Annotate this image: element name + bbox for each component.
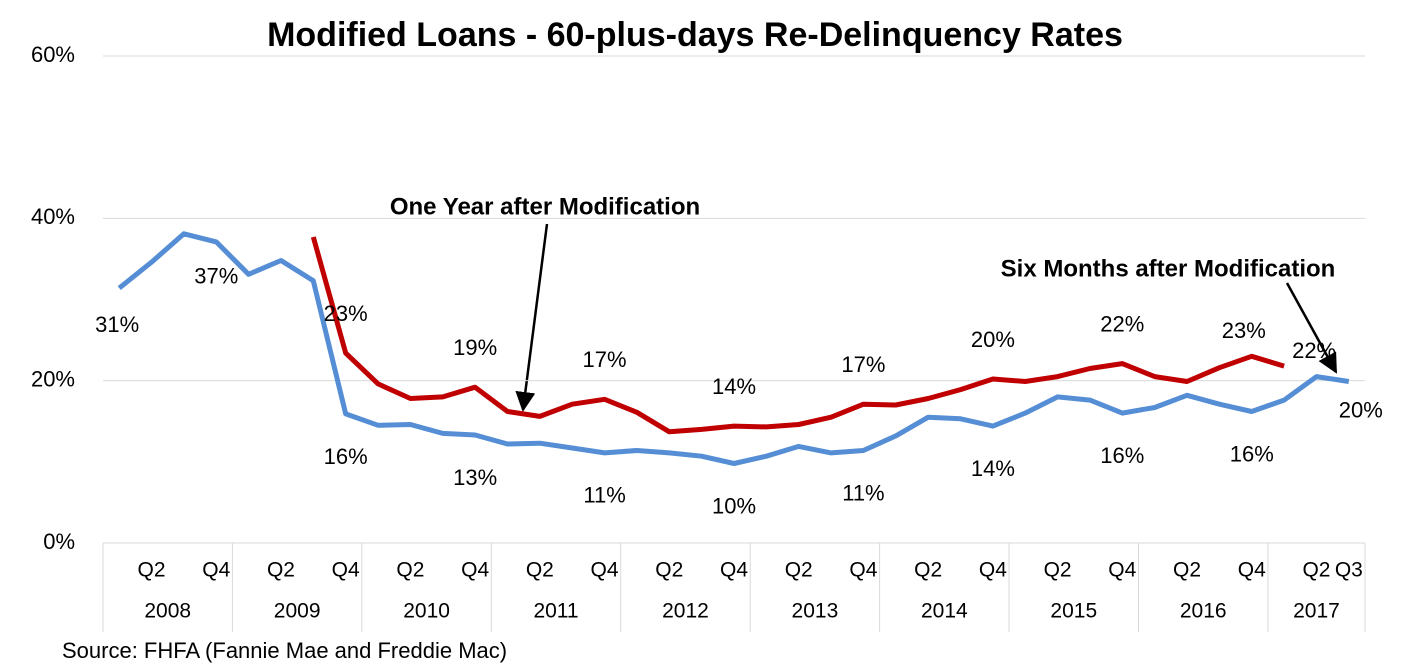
data-label: 19% [453, 335, 497, 360]
data-label: 17% [841, 352, 885, 377]
annotation-arrow [1285, 282, 1338, 374]
x-group-label: 2014 [921, 600, 968, 623]
x-tick-label: Q4 [591, 559, 619, 582]
y-tick-label: 60% [31, 42, 75, 67]
annotation: Six Months after Modification [1001, 255, 1336, 282]
x-group-label: 2010 [403, 600, 450, 623]
data-label: 16% [1230, 441, 1274, 466]
series-line [310, 236, 1285, 435]
x-tick-label: Q4 [461, 559, 489, 582]
data-label: 22% [1292, 338, 1336, 363]
data-label: 16% [1100, 443, 1144, 468]
x-group-label: 2011 [533, 600, 578, 623]
data-label: 17% [583, 347, 627, 372]
x-group-label: 2012 [662, 600, 709, 623]
x-tick-label: Q2 [914, 559, 942, 582]
y-tick-label: 0% [43, 529, 75, 554]
chart-title: Modified Loans - 60-plus-days Re-Delinqu… [267, 16, 1123, 54]
data-label: 23% [324, 301, 368, 326]
x-group-label: 2016 [1180, 600, 1227, 623]
x-tick-label: Q2 [1302, 559, 1330, 582]
data-label: 37% [194, 264, 238, 289]
x-tick-label: Q4 [849, 559, 877, 582]
annotation-arrow [515, 223, 549, 412]
data-label: 31% [95, 312, 139, 337]
x-group-label: 2015 [1050, 600, 1097, 623]
x-tick-label: Q2 [1173, 559, 1201, 582]
x-tick-label: Q2 [526, 559, 554, 582]
x-group-label: 2013 [792, 600, 839, 623]
x-tick-label: Q3 [1335, 559, 1363, 582]
data-label: 14% [712, 374, 756, 399]
data-label: 16% [324, 444, 368, 469]
x-tick-label: Q4 [202, 559, 230, 582]
data-label: 14% [971, 456, 1015, 481]
data-label: 11% [842, 480, 884, 505]
x-tick-label: Q2 [1044, 559, 1072, 582]
x-tick-label: Q4 [979, 559, 1007, 582]
x-tick-label: Q2 [785, 559, 813, 582]
x-tick-label: Q4 [332, 559, 360, 582]
x-tick-label: Q2 [138, 559, 166, 582]
data-label: 22% [1100, 311, 1144, 336]
annotation: One Year after Modification [390, 193, 700, 220]
data-label: 20% [1339, 397, 1383, 422]
x-tick-label: Q2 [655, 559, 683, 582]
data-label: 20% [971, 327, 1015, 352]
x-tick-label: Q2 [267, 559, 295, 582]
x-tick-label: Q2 [396, 559, 424, 582]
data-label: 11% [583, 483, 625, 508]
y-tick-label: 40% [31, 204, 75, 229]
x-tick-label: Q4 [720, 559, 748, 582]
data-label: 13% [453, 465, 497, 490]
x-group-label: 2009 [274, 600, 321, 623]
x-tick-label: Q4 [1108, 559, 1136, 582]
x-tick-label: Q4 [1238, 559, 1266, 582]
x-group-label: 2008 [144, 600, 191, 623]
source-note: Source: FHFA (Fannie Mae and Freddie Mac… [62, 638, 507, 663]
data-label: 23% [1222, 318, 1266, 343]
x-group-label: 2017 [1293, 600, 1340, 623]
data-label: 10% [712, 493, 756, 518]
series-line [117, 231, 1350, 466]
y-tick-label: 20% [31, 366, 75, 391]
